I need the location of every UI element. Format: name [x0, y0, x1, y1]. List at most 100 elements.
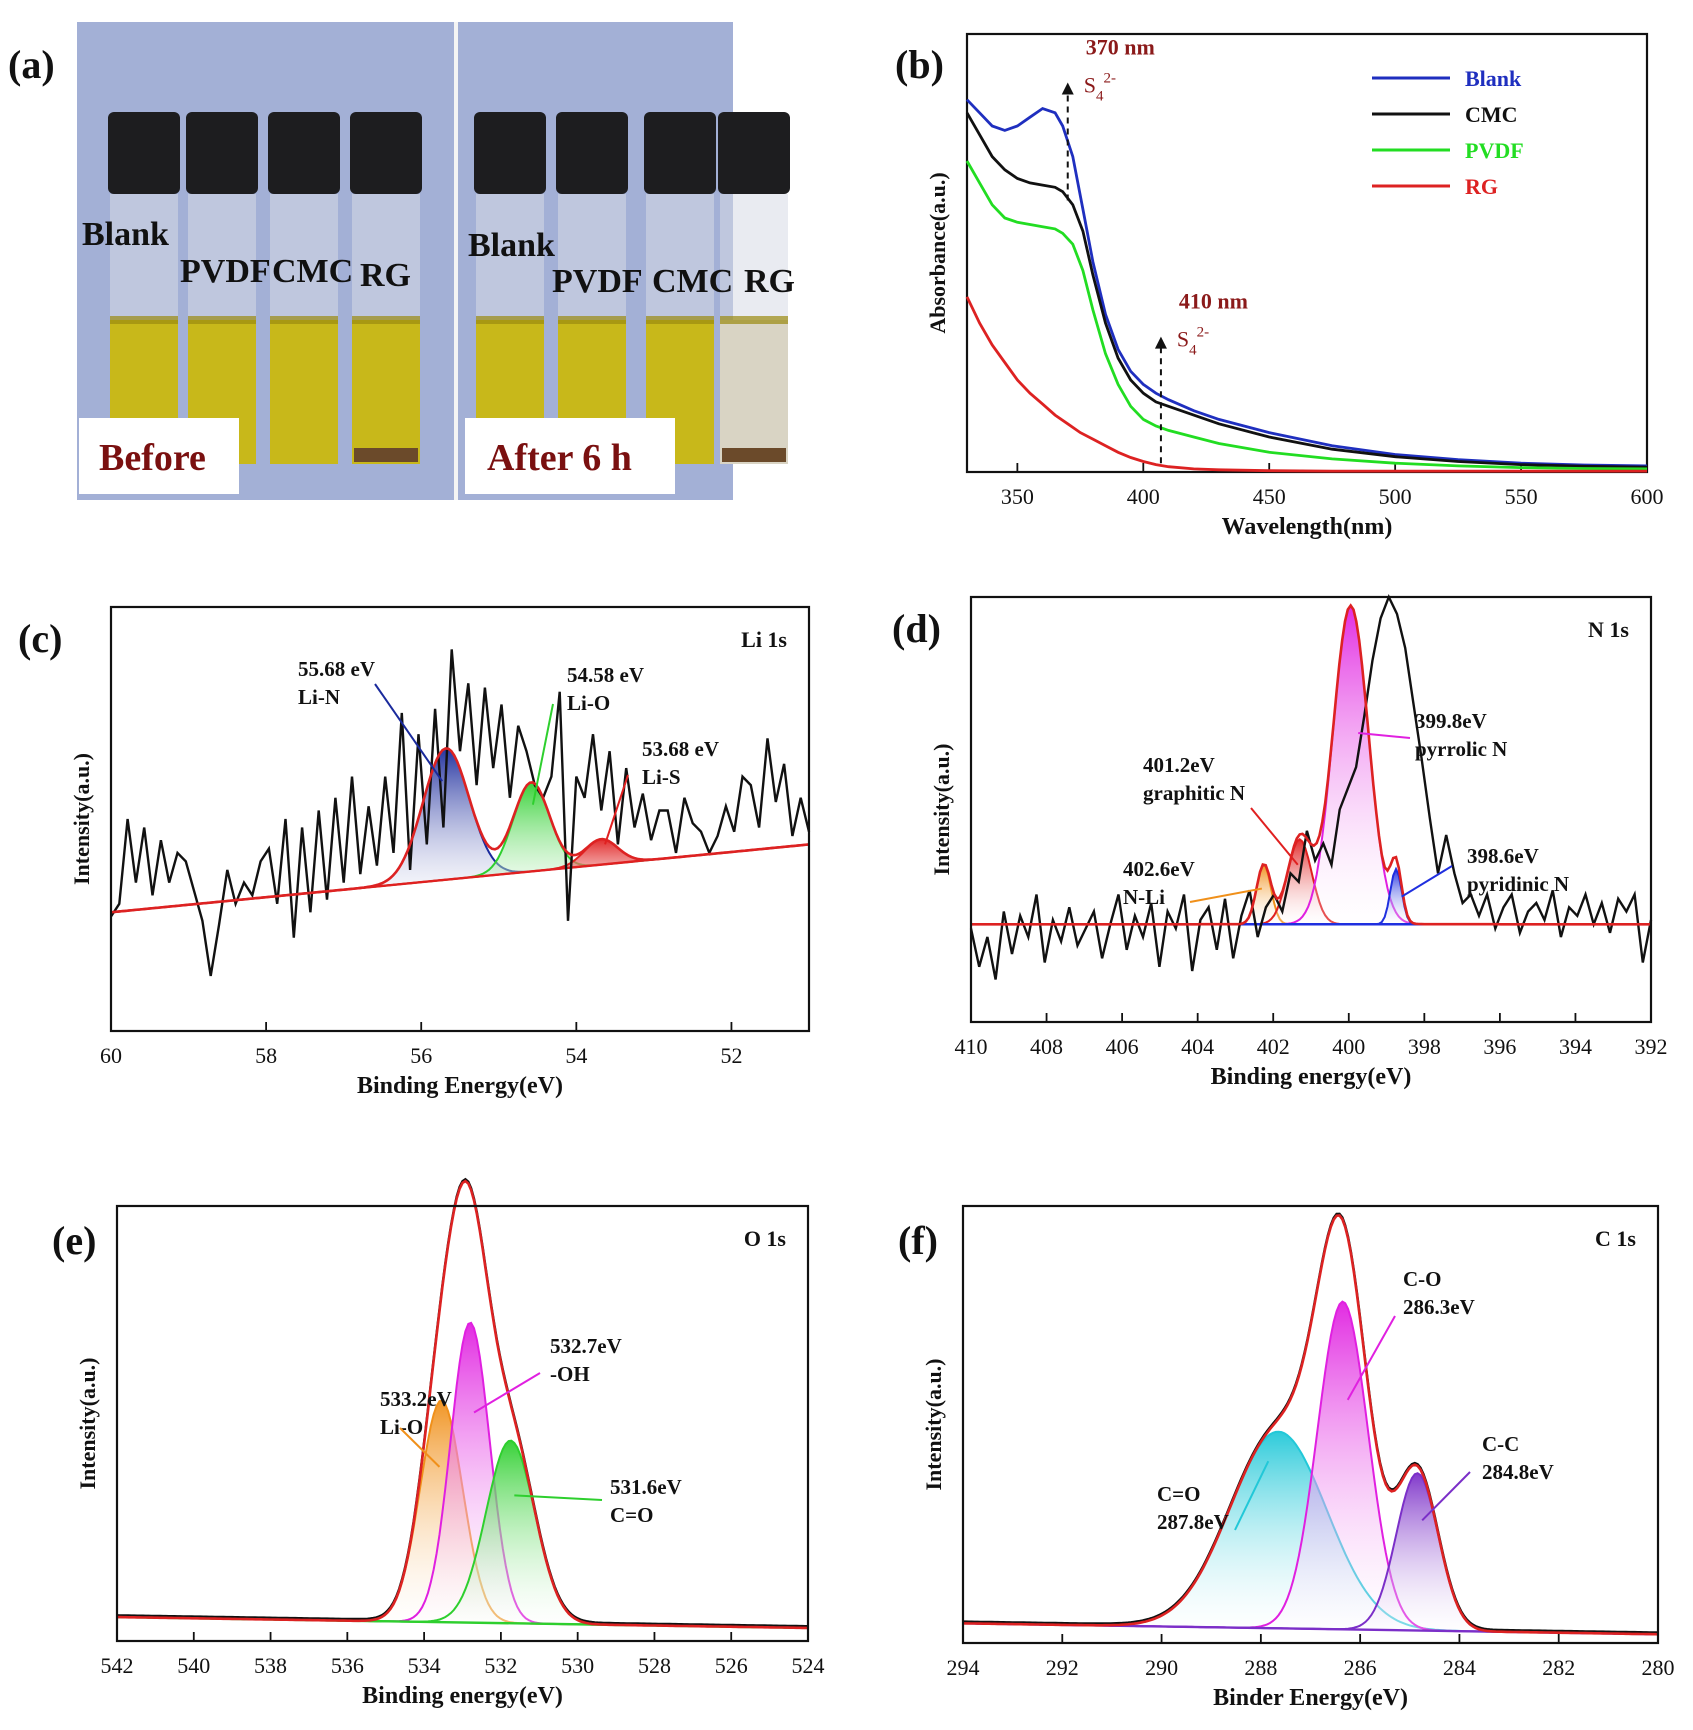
- panel-label: (e): [52, 1218, 96, 1263]
- vial-meniscus: [558, 316, 626, 324]
- legend-label: CMC: [1465, 102, 1518, 127]
- annotation-arrowhead: [1154, 336, 1167, 349]
- peak-label: 531.6eV: [610, 1475, 682, 1499]
- x-tick-label: 280: [1642, 1655, 1675, 1680]
- plot-frame: [969, 595, 1653, 1024]
- after-caption: After 6 h: [487, 437, 632, 479]
- x-tick-label: 404: [1181, 1034, 1214, 1059]
- series-line-cmc: [965, 112, 1648, 469]
- x-axis-label: Binding energy(eV): [362, 1683, 563, 1709]
- x-tick-label: 542: [101, 1653, 134, 1678]
- peak-label: C-C: [1482, 1432, 1519, 1456]
- x-tick-label: 402: [1257, 1034, 1290, 1059]
- x-tick-label: 408: [1030, 1034, 1063, 1059]
- x-tick-label: 406: [1106, 1034, 1139, 1059]
- envelope-line: [110, 747, 810, 914]
- peak-label: 401.2eV: [1143, 753, 1215, 777]
- panel-title: N 1s: [1588, 617, 1629, 642]
- panel-label: (d): [892, 606, 941, 651]
- peak-label-secondary: pyrrolic N: [1415, 737, 1507, 761]
- series-line-blank: [965, 98, 1648, 468]
- x-tick-label: 550: [1505, 484, 1538, 509]
- x-tick-label: 528: [638, 1653, 671, 1678]
- vial-cap: [644, 112, 716, 194]
- vial-sediment: [354, 448, 418, 462]
- peak-label-secondary: Li-N: [298, 685, 340, 709]
- vials-before: Blank PVDF CMC RG: [82, 112, 422, 464]
- peak-leader-line: [1189, 887, 1263, 903]
- vial: [718, 112, 790, 464]
- x-tick-label: 284: [1443, 1655, 1476, 1680]
- vial-label: RG: [360, 257, 411, 294]
- x-tick-label: 54: [565, 1043, 587, 1068]
- raw-data-line: [116, 1177, 808, 1628]
- vial-label: CMC: [652, 263, 733, 300]
- vial-cap: [718, 112, 790, 194]
- x-tick-label: 600: [1631, 484, 1664, 509]
- vial-liquid: [270, 320, 338, 464]
- peak-leader-line: [604, 774, 629, 845]
- peak-label: 54.58 eV: [567, 663, 644, 687]
- x-tick-label: 392: [1635, 1034, 1668, 1059]
- x-tick-label: 394: [1559, 1034, 1592, 1059]
- envelope-line: [971, 603, 1651, 926]
- vial-label: Blank: [82, 216, 169, 253]
- peak-label: 533.2eV: [380, 1387, 452, 1411]
- peak-label: 532.7eV: [550, 1334, 622, 1358]
- x-tick-label: 398: [1408, 1034, 1441, 1059]
- annotation-ion: S4 2-: [1084, 71, 1116, 105]
- x-tick-label: 58: [255, 1043, 277, 1068]
- x-tick-label: 526: [715, 1653, 748, 1678]
- vial: [108, 112, 180, 464]
- peak-label: 399.8eV: [1415, 709, 1487, 733]
- x-tick-label: 294: [947, 1655, 980, 1680]
- vial-cap: [474, 112, 546, 194]
- peak-label-secondary: N-Li: [1123, 885, 1165, 909]
- ion-symbol: S: [1084, 73, 1096, 98]
- component-fill: [111, 748, 809, 913]
- x-axis-label: Binding energy(eV): [1211, 1064, 1412, 1090]
- raw-data-line: [109, 649, 811, 977]
- ion-subscript: 4: [1096, 89, 1104, 105]
- vial-meniscus: [352, 316, 420, 324]
- envelope-line: [962, 1214, 1659, 1636]
- panel-label: (c): [18, 616, 62, 661]
- annotation-arrowhead: [1061, 82, 1074, 95]
- peak-label-secondary: Li-S: [642, 765, 681, 789]
- x-tick-label: 534: [408, 1653, 441, 1678]
- panel-b-uv-vis: 350 400 450 500 550 600 Wavelength(nm) Absorban…: [895, 32, 1664, 540]
- series-line-pvdf: [965, 160, 1648, 471]
- x-tick-label: 400: [1127, 484, 1160, 509]
- ion-symbol: S: [1177, 327, 1189, 352]
- vial-label: Blank: [468, 227, 555, 264]
- x-tick-label: 410: [955, 1034, 988, 1059]
- x-tick-label: 286: [1344, 1655, 1377, 1680]
- plot-frame: [965, 32, 1649, 474]
- y-axis-label: Intensity(a.u.): [75, 1357, 100, 1489]
- peak-label-secondary: -OH: [550, 1362, 590, 1386]
- peak-leader-line: [1358, 732, 1411, 739]
- peak-label: 55.68 eV: [298, 657, 375, 681]
- peak-label-secondary: pyridinic N: [1467, 872, 1569, 896]
- peak-label: C=O: [1157, 1482, 1200, 1506]
- plot-frame: [109, 605, 811, 1033]
- vial-liquid: [352, 320, 420, 464]
- x-tick-label: 56: [410, 1043, 432, 1068]
- vial-label: PVDF: [180, 253, 271, 290]
- panel-label: (f): [898, 1218, 938, 1263]
- before-caption-box: [79, 418, 239, 494]
- ion-superscript: 2-: [1197, 325, 1210, 341]
- x-tick-label: 524: [792, 1653, 825, 1678]
- peak-label-secondary: 284.8eV: [1482, 1460, 1554, 1484]
- vial-meniscus: [476, 316, 544, 324]
- x-tick-label: 450: [1253, 484, 1286, 509]
- peak-label-secondary: Li-O: [567, 691, 610, 715]
- vial: [350, 112, 422, 464]
- series-line-rg: [965, 296, 1647, 473]
- peak-label-secondary: 286.3eV: [1403, 1295, 1475, 1319]
- x-tick-label: 500: [1379, 484, 1412, 509]
- vial-cap: [556, 112, 628, 194]
- x-tick-label: 350: [1001, 484, 1034, 509]
